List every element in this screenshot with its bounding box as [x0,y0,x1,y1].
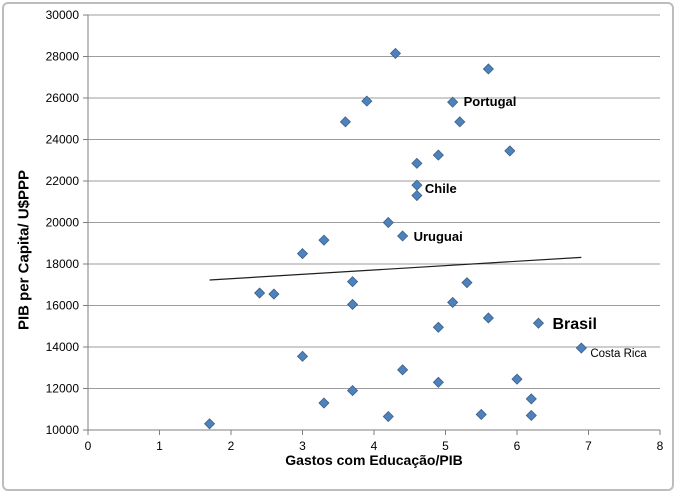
data-point [525,409,537,422]
x-tick-label: 5 [442,439,449,453]
data-point [268,288,280,300]
data-point [361,95,373,107]
y-axis-title-text: PIB per Capita/ U$PPP [15,169,33,331]
x-tick-label: 7 [585,439,592,453]
data-point-label: Costa Rica [590,348,647,360]
data-point [447,96,459,108]
y-tick-label: 16000 [46,299,80,313]
x-tick-label: 6 [514,439,521,453]
y-tick-label: 12000 [46,382,80,396]
data-point [447,296,459,308]
y-tick-label: 18000 [46,257,80,271]
x-tick-label: 1 [156,439,163,453]
y-tick-label: 20000 [46,216,80,230]
data-point [397,364,409,376]
data-point [475,408,487,421]
x-tick-label: 0 [85,439,92,453]
data-point [346,298,359,311]
data-point-label: Uruguai [414,229,463,244]
data-point [432,149,444,161]
y-tick-label: 14000 [46,340,80,354]
x-axis-title: Gastos com Educação/PIB [88,452,660,468]
x-tick-label: 2 [228,439,235,453]
data-point [203,418,216,430]
data-point-label: Portugal [464,94,517,109]
y-tick-label: 22000 [46,174,80,188]
x-tick-label: 8 [657,439,664,453]
y-tick-label: 30000 [46,8,80,22]
data-point [382,410,394,423]
y-tick-label: 24000 [46,133,80,147]
data-point [411,179,423,191]
data-point [339,116,351,128]
data-point [389,47,402,59]
x-tick-label: 3 [299,439,306,453]
data-point [382,216,394,229]
data-point [461,277,473,289]
y-tick-label: 28000 [46,50,80,64]
data-point [482,312,494,324]
data-point [532,317,545,329]
data-point [318,397,330,409]
data-point [397,230,409,242]
data-point [454,116,466,128]
x-tick-label: 4 [371,439,378,453]
data-point [411,189,423,202]
data-point [296,350,309,362]
data-point [511,373,523,385]
data-point [432,321,444,333]
data-point [432,376,444,388]
data-point [504,145,516,157]
trend-line [209,256,582,281]
data-point [575,342,587,354]
data-point [346,385,359,397]
data-point [254,287,266,299]
data-point [482,63,494,75]
data-point-label: Chile [425,181,457,196]
x-axis-title-text: Gastos com Educação/PIB [285,452,463,468]
y-tick-label: 26000 [46,91,80,105]
data-point [346,276,359,288]
chart-frame [2,2,674,491]
data-point [296,248,309,260]
data-point [411,157,423,169]
data-point-label: Brasil [552,316,596,333]
data-point [525,393,537,405]
data-point [318,234,330,246]
y-tick-label: 10000 [46,423,80,437]
